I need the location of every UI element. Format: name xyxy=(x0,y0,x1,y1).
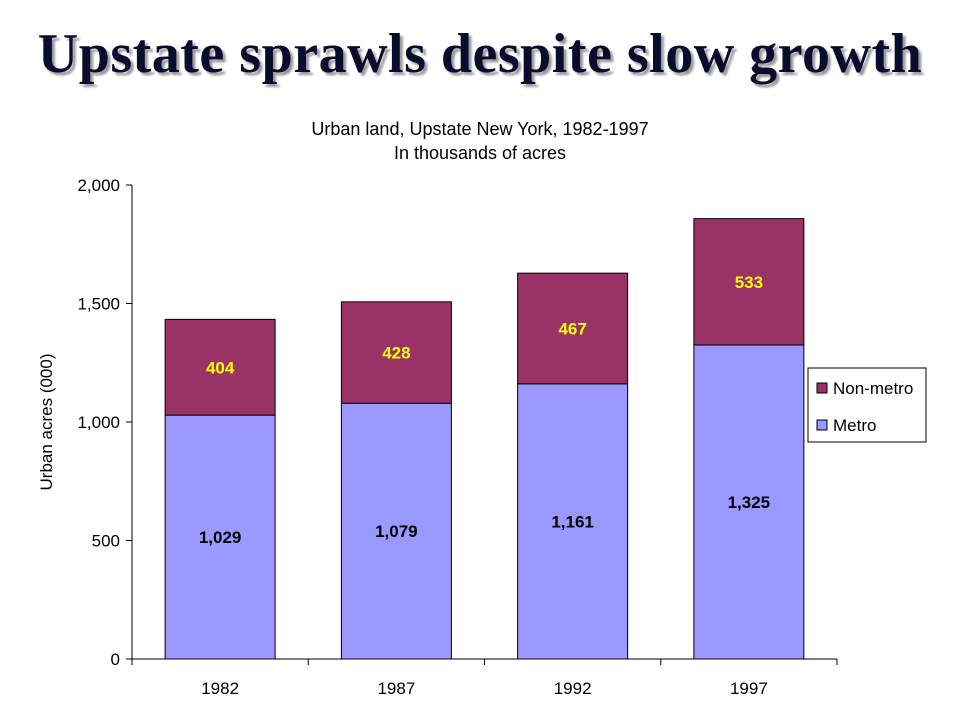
data-label-metro-1997: 1,325 xyxy=(728,493,771,512)
data-label-non-metro-1982: 404 xyxy=(206,358,235,377)
y-tick-label-1000: 1,000 xyxy=(77,413,120,432)
bar-non-metro-1992 xyxy=(517,272,629,385)
bar-metro-1997 xyxy=(693,344,805,660)
bar-metro-1987 xyxy=(340,402,452,660)
data-label-metro-1982: 1,029 xyxy=(199,528,242,547)
x-tick-label-1997: 1997 xyxy=(730,679,768,698)
legend-swatch-non-metro xyxy=(816,382,828,394)
legend-label-non-metro: Non-metro xyxy=(833,379,913,398)
slide-title: Upstate sprawls despite slow growth xyxy=(37,23,923,85)
bar-non-metro-1997 xyxy=(693,218,805,346)
x-tick-label-1992: 1992 xyxy=(554,679,592,698)
y-axis-label: Urban acres (000) xyxy=(37,353,56,490)
legend: Non-metro Metro xyxy=(807,367,927,443)
data-label-non-metro-1997: 533 xyxy=(735,273,763,292)
data-label-metro-1992: 1,161 xyxy=(551,512,594,531)
bar-non-metro-1987 xyxy=(340,301,452,404)
chart-title: Urban land, Upstate New York, 1982-1997 … xyxy=(311,119,648,163)
data-label-non-metro-1987: 428 xyxy=(382,344,410,363)
plot-area: 1,029 404 1982 1,079 428 1987 1,161 467 1992 1,32… xyxy=(37,176,838,698)
legend-swatch-metro xyxy=(816,419,828,431)
data-label-metro-1987: 1,079 xyxy=(375,522,418,541)
data-label-non-metro-1992: 467 xyxy=(558,320,586,339)
y-tick-label-500: 500 xyxy=(92,532,120,551)
chart-title-line-1: Urban land, Upstate New York, 1982-1997 xyxy=(311,119,648,139)
bar-non-metro-1982 xyxy=(164,318,276,416)
bar-metro-1982 xyxy=(164,414,276,660)
x-tick-label-1982: 1982 xyxy=(201,679,239,698)
y-tick-label-2000: 2,000 xyxy=(77,176,120,195)
legend-box xyxy=(807,367,927,443)
legend-label-metro: Metro xyxy=(833,416,876,435)
y-tick-label-0: 0 xyxy=(111,650,120,669)
x-tick-label-1987: 1987 xyxy=(377,679,415,698)
chart-title-line-2: In thousands of acres xyxy=(394,143,566,163)
y-tick-label-1500: 1,500 xyxy=(77,295,120,314)
